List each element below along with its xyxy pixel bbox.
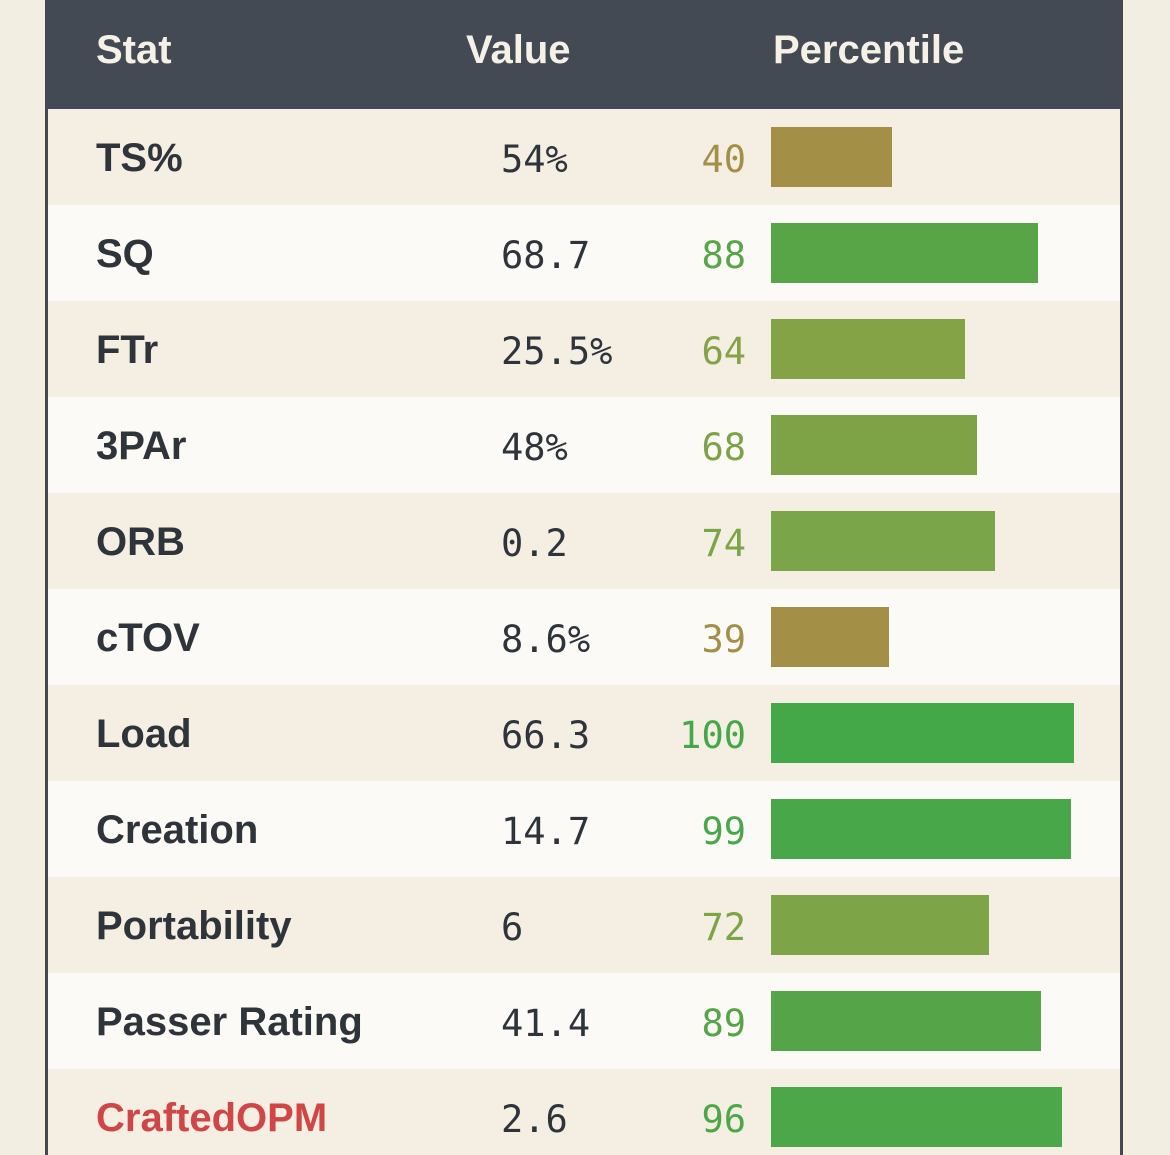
stat-value: 41.4 xyxy=(501,1002,591,1045)
percentile-bar xyxy=(771,607,889,667)
percentile-number: 39 xyxy=(701,618,746,661)
stat-value: 54% xyxy=(501,138,568,181)
percentile-bar xyxy=(771,223,1038,283)
percentile-number: 74 xyxy=(701,522,746,565)
stat-name: TS% xyxy=(96,136,183,180)
stat-name: FTr xyxy=(96,328,159,372)
percentile-bar xyxy=(771,127,892,187)
stat-value: 25.5% xyxy=(501,330,613,373)
percentile-number: 88 xyxy=(701,234,746,277)
header-percentile: Percentile xyxy=(773,28,965,72)
percentile-number: 40 xyxy=(701,138,746,181)
stat-name: Portability xyxy=(96,904,292,948)
table-row: Portability 6 72 xyxy=(48,877,1120,973)
stat-value: 2.6 xyxy=(501,1098,568,1141)
percentile-bar xyxy=(771,703,1074,763)
table-header: Stat Value Percentile xyxy=(48,0,1120,109)
header-stat: Stat xyxy=(96,28,172,72)
table-row: Passer Rating 41.4 89 xyxy=(48,973,1120,1069)
percentile-number: 72 xyxy=(701,906,746,949)
table-row: SQ 68.7 88 xyxy=(48,205,1120,301)
stat-name: CraftedOPM xyxy=(96,1096,328,1140)
percentile-bar xyxy=(771,1087,1062,1147)
header-value: Value xyxy=(466,28,571,72)
percentile-number: 99 xyxy=(701,810,746,853)
percentile-bar xyxy=(771,991,1041,1051)
percentile-number: 89 xyxy=(701,1002,746,1045)
percentile-number: 96 xyxy=(701,1098,746,1141)
percentile-bar xyxy=(771,799,1071,859)
stat-value: 14.7 xyxy=(501,810,591,853)
stat-value: 66.3 xyxy=(501,714,591,757)
stat-name: cTOV xyxy=(96,616,200,660)
percentile-bar xyxy=(771,895,989,955)
percentile-bar xyxy=(771,511,995,571)
stat-value: 68.7 xyxy=(501,234,591,277)
stat-value: 6 xyxy=(501,906,524,949)
percentile-number: 64 xyxy=(701,330,746,373)
table-row: CraftedOPM 2.6 96 xyxy=(48,1069,1120,1155)
table-row: Load 66.3 100 xyxy=(48,685,1120,781)
table-row: Creation 14.7 99 xyxy=(48,781,1120,877)
table-row: 3PAr 48% 68 xyxy=(48,397,1120,493)
stat-value: 48% xyxy=(501,426,568,469)
stat-name: 3PAr xyxy=(96,424,187,468)
table-row: cTOV 8.6% 39 xyxy=(48,589,1120,685)
stat-name: ORB xyxy=(96,520,185,564)
stat-name: SQ xyxy=(96,232,154,276)
table-row: ORB 0.2 74 xyxy=(48,493,1120,589)
percentile-bar xyxy=(771,415,977,475)
stat-name: Creation xyxy=(96,808,259,852)
stat-name: Load xyxy=(96,712,192,756)
stat-name: Passer Rating xyxy=(96,1000,363,1044)
stat-value: 0.2 xyxy=(501,522,568,565)
table-row: TS% 54% 40 xyxy=(48,109,1120,205)
table-row: FTr 25.5% 64 xyxy=(48,301,1120,397)
percentile-bar xyxy=(771,319,965,379)
percentile-number: 68 xyxy=(701,426,746,469)
percentile-number: 100 xyxy=(679,714,746,757)
stat-value: 8.6% xyxy=(501,618,591,661)
stats-table: Stat Value Percentile TS% 54% 40 SQ 68.7 88 FT… xyxy=(45,0,1123,1155)
